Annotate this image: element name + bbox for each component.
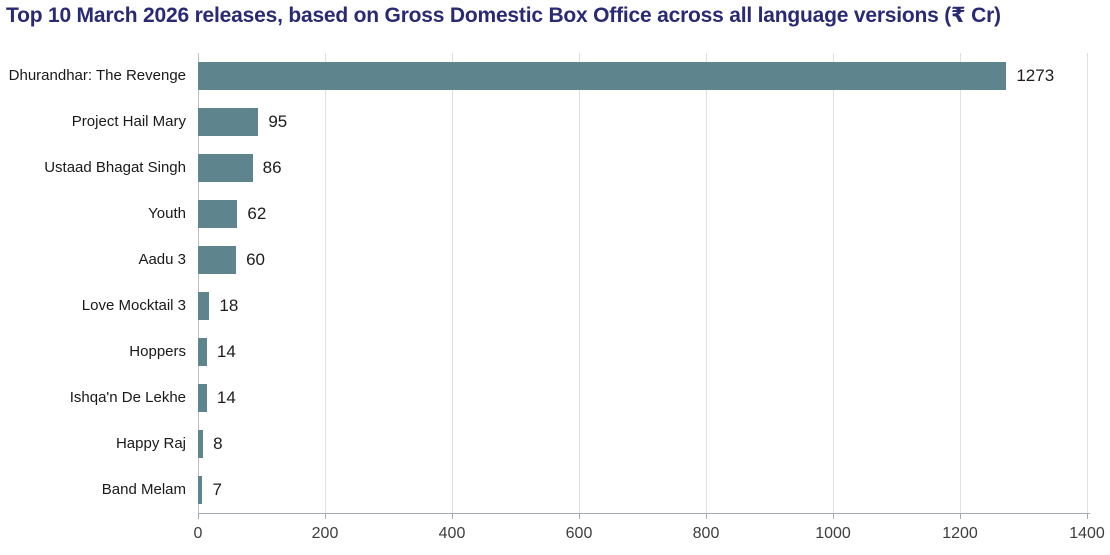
category-label: Love Mocktail 3 (81, 297, 186, 314)
bar-row: 60 (198, 237, 1087, 283)
bar (198, 430, 204, 458)
gridline (324, 53, 326, 513)
y-axis-line (198, 53, 199, 513)
gridline (578, 53, 580, 513)
category-label: Project Hail Mary (71, 113, 186, 130)
value-label: 86 (262, 158, 282, 177)
bar-row: 18 (198, 283, 1087, 329)
x-tick-label: 0 (193, 525, 203, 542)
bar-row: 8 (198, 421, 1087, 467)
bar (198, 200, 238, 228)
gridline (451, 53, 453, 513)
category-label: Aadu 3 (138, 251, 186, 268)
value-label: 14 (216, 342, 236, 361)
bar (198, 62, 1007, 90)
value-label: 8 (213, 434, 223, 453)
value-label: 60 (246, 250, 266, 269)
category-label: Band Melam (101, 481, 186, 498)
x-tick (959, 513, 961, 519)
x-tick-label: 1400 (1069, 525, 1105, 542)
bar-row: 95 (198, 99, 1087, 145)
gridline (959, 53, 961, 513)
x-tick-label: 400 (438, 525, 466, 542)
bar-row: 14 (198, 375, 1087, 421)
bar (198, 108, 259, 136)
x-tick (324, 513, 326, 519)
category-label: Dhurandhar: The Revenge (8, 67, 186, 84)
category-label: Happy Raj (115, 435, 186, 452)
value-label: 14 (216, 388, 236, 407)
bar (198, 476, 203, 504)
value-label: 18 (219, 296, 239, 315)
bar-row: 7 (198, 467, 1087, 513)
bar (198, 154, 253, 182)
x-axis-line (198, 513, 1090, 514)
bar (198, 292, 210, 320)
category-label: Ustaad Bhagat Singh (44, 159, 186, 176)
value-label: 62 (247, 204, 267, 223)
gridline (705, 53, 707, 513)
value-label: 7 (212, 480, 222, 499)
plot-area: 1273 95 86 62 60 18 14 14 8 7 0 200 400 600 800 1000 12… (194, 53, 1105, 555)
category-label: Youth (148, 205, 186, 222)
x-tick (451, 513, 453, 519)
chart-title: Top 10 March 2026 releases, based on Gro… (6, 4, 1001, 27)
x-tick-label: 1000 (815, 525, 851, 542)
x-tick (705, 513, 707, 519)
gridline (832, 53, 834, 513)
x-tick (1086, 513, 1088, 519)
x-tick-label: 600 (565, 525, 593, 542)
bar (198, 338, 207, 366)
bar-row: 62 (198, 191, 1087, 237)
bar-row: 86 (198, 145, 1087, 191)
y-axis-labels: Dhurandhar: The Revenge Project Hail Mary… (0, 53, 186, 513)
x-tick (832, 513, 834, 519)
bar (198, 384, 207, 412)
gridline (1086, 53, 1088, 513)
bar-row: 14 (198, 329, 1087, 375)
x-tick-label: 200 (311, 525, 339, 542)
bar (198, 246, 237, 274)
value-label: 95 (268, 112, 288, 131)
category-label: Hoppers (129, 343, 186, 360)
x-tick (197, 513, 199, 519)
bar-rows: 1273 95 86 62 60 18 14 14 8 7 (198, 53, 1087, 513)
x-tick-label: 1200 (942, 525, 978, 542)
bar-row: 1273 (198, 53, 1087, 99)
category-label: Ishqa'n De Lekhe (69, 389, 186, 406)
value-label: 1273 (1016, 66, 1055, 85)
x-tick (578, 513, 580, 519)
x-tick-label: 800 (692, 525, 720, 542)
